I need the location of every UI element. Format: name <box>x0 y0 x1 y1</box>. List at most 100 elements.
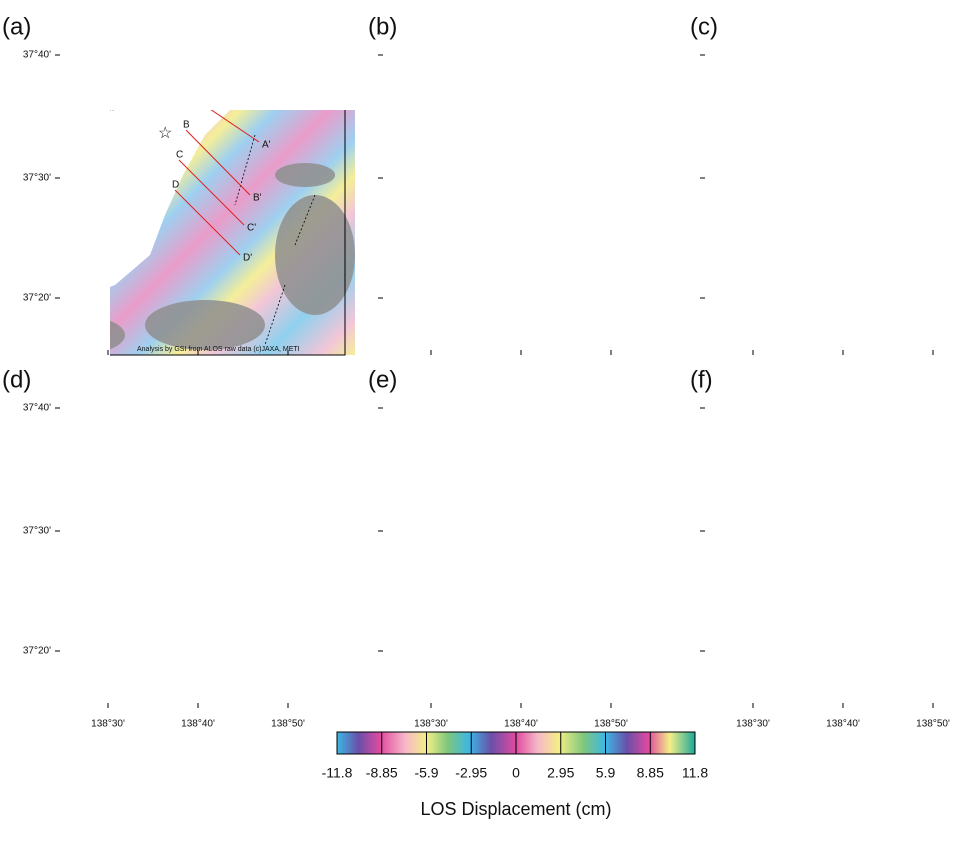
profile-label: C' <box>570 223 579 234</box>
profile-label: D' <box>566 606 575 617</box>
fault <box>588 638 608 698</box>
colorbar-tick-label: -11.8 <box>322 765 353 781</box>
los-arrow <box>626 88 658 97</box>
profile-label: C' <box>247 576 256 587</box>
lat-label: 37°40' <box>23 50 51 61</box>
profile-label: B <box>506 120 513 131</box>
los-arrow <box>712 610 740 618</box>
profile-label: B <box>506 473 513 484</box>
los-arrow <box>67 610 95 618</box>
los-head <box>944 84 954 93</box>
fault <box>403 77 443 165</box>
no-data <box>670 315 770 355</box>
fault <box>618 195 638 245</box>
scale-label: 10 km <box>410 456 437 467</box>
los-head <box>299 84 309 93</box>
epicenter: ☆ <box>803 478 817 495</box>
profile-label: C <box>176 503 183 514</box>
sea <box>55 408 345 708</box>
profile-line <box>509 130 573 195</box>
fault <box>70 428 105 518</box>
fault <box>383 428 408 518</box>
profile-label: C' <box>247 223 256 234</box>
land <box>700 408 980 708</box>
epicenter: ☆ <box>481 478 495 495</box>
profile-label: D' <box>566 253 575 264</box>
colorbar-tick-label: 0 <box>512 765 520 781</box>
epicenter: ☆ <box>481 125 495 142</box>
no-data <box>275 195 355 315</box>
map-panel: Observation (Descending) 10 km ☆ LOS A A' B B' C… <box>70 68 355 356</box>
fault-model <box>730 105 810 180</box>
no-data <box>275 163 335 187</box>
map-panel: Residual (Ascending) 10 km ☆ LOS <box>700 408 980 708</box>
profile-label: B <box>183 473 190 484</box>
frame <box>55 408 345 708</box>
profile-label: B' <box>576 546 585 557</box>
lat-label: 37°30' <box>23 173 51 184</box>
los-label: LOS <box>314 68 341 88</box>
fault-top <box>700 185 755 235</box>
fault <box>715 428 750 518</box>
fault <box>235 488 255 558</box>
scale-label: 10 km <box>732 103 759 114</box>
panel-label: (c) <box>690 13 718 40</box>
lon-label: 138°50' <box>271 719 305 730</box>
los-arrow <box>390 610 418 618</box>
lon-label: 138°50' <box>594 719 628 730</box>
fault-model <box>378 538 468 633</box>
profile-line <box>524 456 582 495</box>
profile-label: A <box>198 93 205 104</box>
lon-label: 138°50' <box>916 719 950 730</box>
profile-label: A <box>521 93 528 104</box>
fault <box>60 428 85 518</box>
panel-label: (b) <box>368 13 397 40</box>
profile-label: D <box>172 533 179 544</box>
profile-label: C' <box>570 576 579 587</box>
fault <box>265 638 285 698</box>
colorbar-tick-label: 2.95 <box>547 765 574 781</box>
colorbar-tick-label: 11.8 <box>682 765 708 781</box>
fault <box>588 285 608 345</box>
lat-label: 37°20' <box>23 646 51 657</box>
frame <box>378 408 668 708</box>
sea <box>378 408 668 708</box>
colorbar-tick-label: 8.85 <box>637 765 664 781</box>
frame <box>700 55 980 355</box>
profile-line <box>524 103 582 142</box>
land <box>378 55 678 355</box>
profile-label: B' <box>576 193 585 204</box>
scale-label: 10 km <box>87 456 114 467</box>
fault <box>940 548 960 598</box>
profile-line <box>509 483 573 548</box>
no-data <box>960 75 980 95</box>
fault-top <box>700 538 755 588</box>
profile-label: C <box>499 150 506 161</box>
no-data <box>920 195 980 315</box>
lon-label: 138°30' <box>414 719 448 730</box>
lat-label: 37°30' <box>23 526 51 537</box>
frame <box>700 408 980 708</box>
fault <box>234 134 256 206</box>
profile-label: D' <box>243 253 252 264</box>
los-arrow <box>948 88 980 97</box>
map-panel: Calculation (Descending) 10 km ☆ LOS A A' B B' C… <box>378 55 678 355</box>
fault <box>295 548 315 598</box>
fault-model <box>408 458 488 533</box>
fault <box>910 638 930 698</box>
sea <box>378 55 668 355</box>
fault <box>70 75 105 165</box>
panel-title: Calculation (Ascending) <box>398 415 525 429</box>
lat-label: 37°40' <box>23 403 51 414</box>
fault-model <box>700 538 790 633</box>
fault <box>715 75 750 165</box>
fault-model <box>378 185 468 280</box>
lat-label: 37°20' <box>23 293 51 304</box>
fault-model <box>730 458 810 533</box>
credit: Analysis by GSI from ALOS raw data (c)JA… <box>137 346 300 353</box>
fault <box>940 195 960 245</box>
lon-label: 138°40' <box>504 719 538 730</box>
fault <box>294 194 316 246</box>
los-head <box>415 605 424 614</box>
